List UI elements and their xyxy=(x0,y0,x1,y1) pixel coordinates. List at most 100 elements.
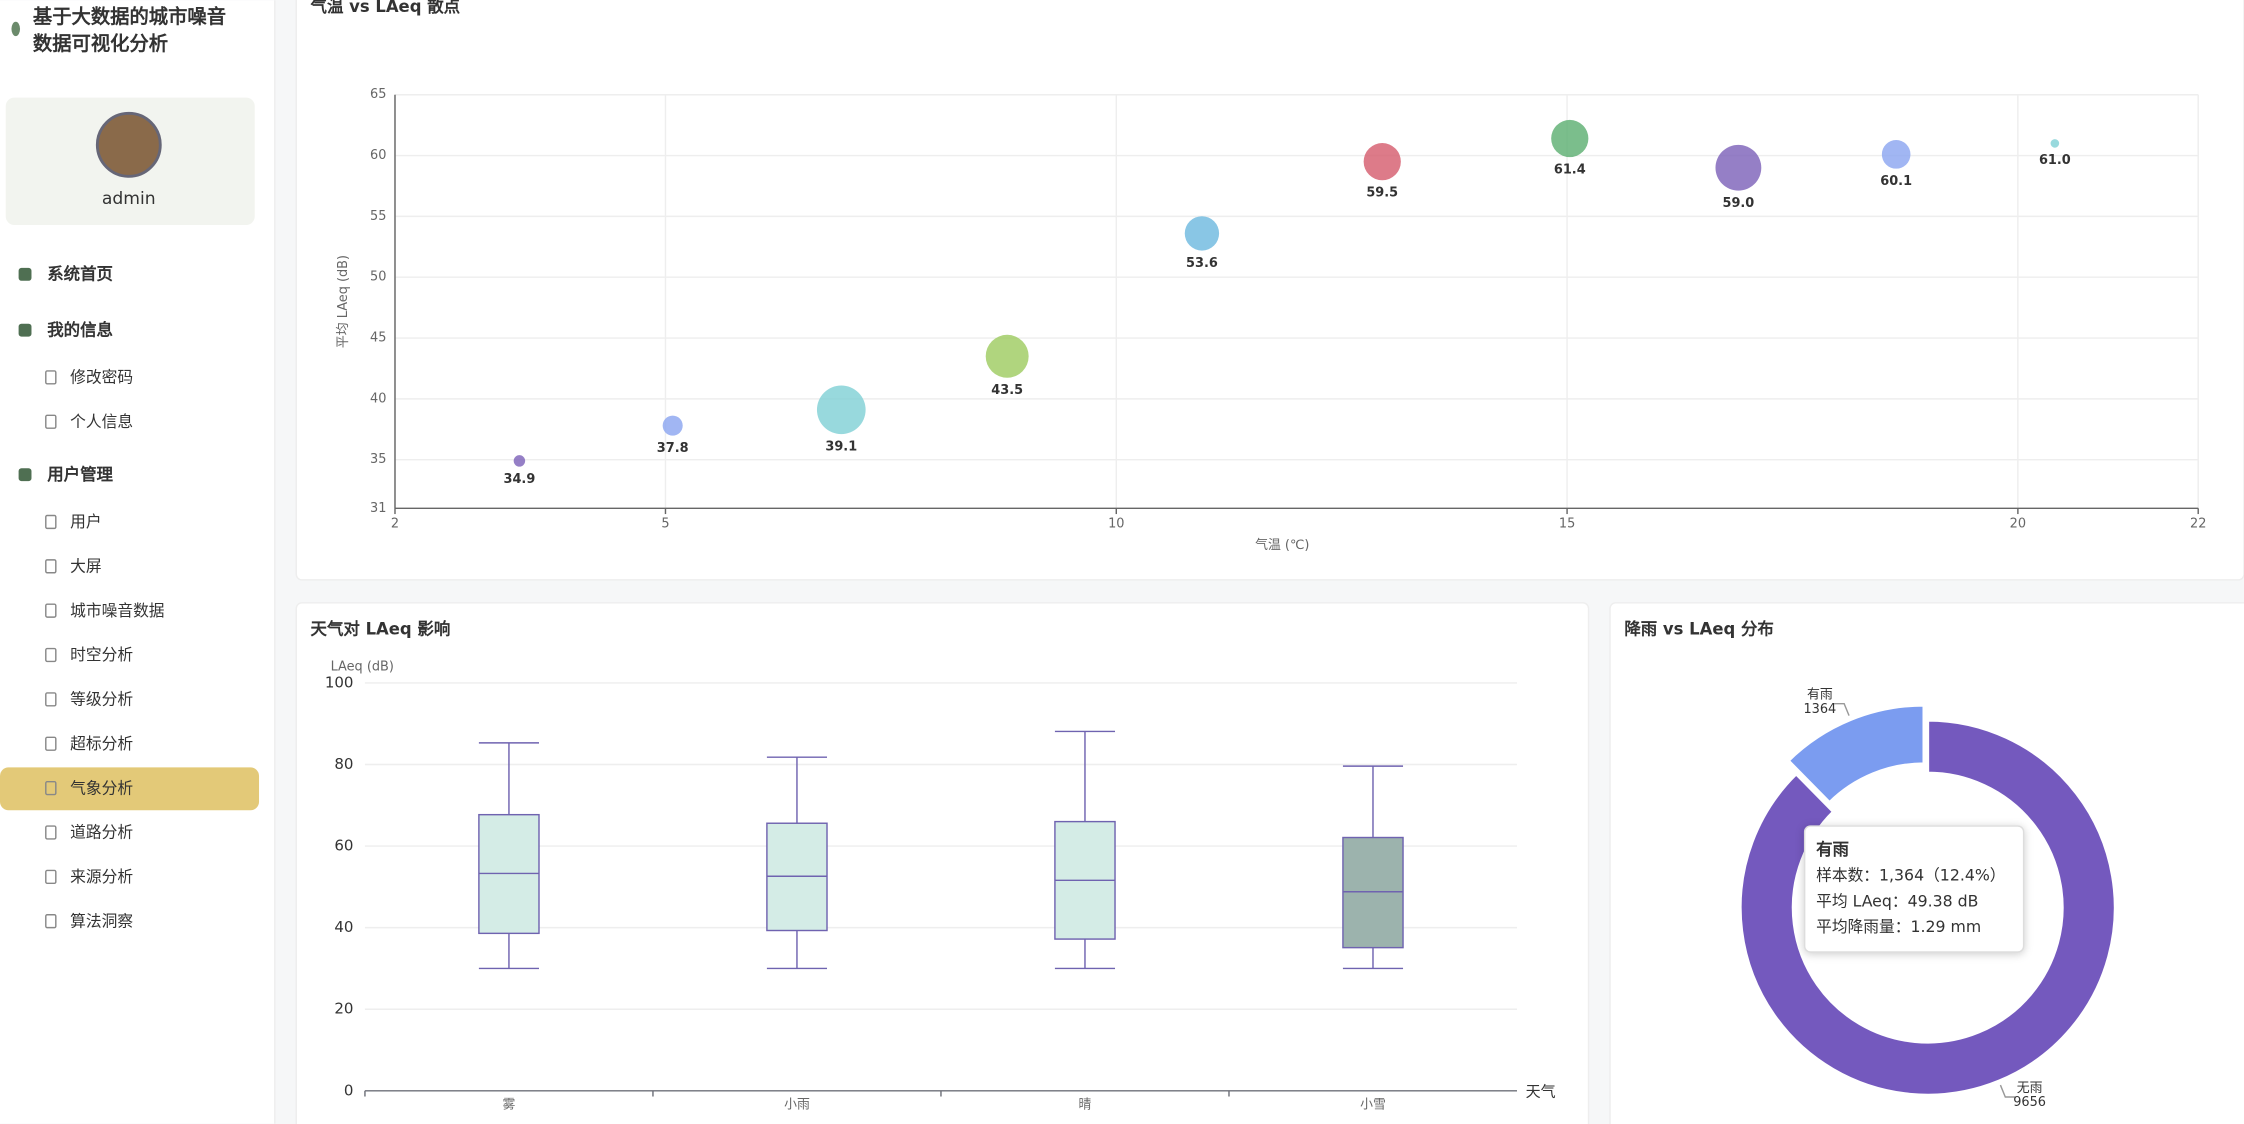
x-tick-label: 10 xyxy=(1108,517,1124,532)
submenu-item[interactable]: 道路分析 xyxy=(70,823,133,842)
submenu-item[interactable]: 等级分析 xyxy=(70,690,133,709)
bubble[interactable] xyxy=(1551,119,1589,158)
user-name: admin xyxy=(102,189,156,209)
x-tick-label: 晴 xyxy=(1079,1098,1092,1113)
submenu-icon xyxy=(45,914,57,929)
bubble[interactable] xyxy=(2050,139,2060,148)
x-tick-label: 2 xyxy=(391,517,399,532)
submenu-icon xyxy=(45,514,57,530)
tooltip-line: 样本数：1,364（12.4%） xyxy=(1816,866,2005,885)
y-tick-label: 65 xyxy=(370,87,386,102)
box[interactable] xyxy=(1342,836,1404,949)
menu-item[interactable]: 用户管理 xyxy=(47,465,113,484)
y-tick-label: 60 xyxy=(334,837,353,855)
y-tick-label: 40 xyxy=(334,918,353,936)
submenu-item[interactable]: 修改密码 xyxy=(70,368,133,387)
submenu-item[interactable]: 城市噪音数据 xyxy=(70,601,165,620)
data-label: 39.1 xyxy=(825,440,857,455)
x-axis-label: 天气 xyxy=(1526,1083,1556,1101)
submenu-icon xyxy=(45,692,57,707)
y-axis-label: 平均 LAeq (dB) xyxy=(336,255,351,348)
data-label: 60.1 xyxy=(1880,174,1912,189)
y-tick-label: 35 xyxy=(370,452,386,467)
x-tick-label: 雾 xyxy=(502,1098,515,1113)
submenu-icon xyxy=(45,736,57,751)
data-label: 43.5 xyxy=(991,383,1023,398)
submenu-icon xyxy=(45,603,57,618)
x-tick-label: 小雪 xyxy=(1360,1098,1386,1113)
submenu-item[interactable]: 超标分析 xyxy=(70,734,133,753)
x-axis-label: 气温 (℃) xyxy=(1255,537,1309,553)
data-label: 59.5 xyxy=(1366,186,1398,201)
pie-slice[interactable] xyxy=(1786,703,1926,805)
submenu-icon xyxy=(45,647,57,663)
submenu-icon xyxy=(45,825,57,840)
logo xyxy=(11,21,21,37)
menu-icon xyxy=(18,267,32,281)
menu-icon xyxy=(18,468,32,482)
pie-slice[interactable] xyxy=(1738,718,2117,1097)
x-tick-label: 22 xyxy=(2190,517,2206,532)
submenu-item[interactable]: 时空分析 xyxy=(70,645,133,664)
data-label: 61.0 xyxy=(2039,153,2071,168)
pie-label: 有雨 xyxy=(1807,688,1833,703)
tooltip xyxy=(1803,825,2025,953)
pie-value: 1364 xyxy=(1803,702,1836,717)
submenu-icon xyxy=(45,414,57,429)
bubble[interactable] xyxy=(1715,144,1762,191)
card-scatter xyxy=(295,0,2244,581)
chart-title: 降雨 vs LAeq 分布 xyxy=(1624,619,1774,638)
pie-label: 无雨 xyxy=(2017,1081,2043,1096)
y-tick-label: 40 xyxy=(370,391,386,406)
x-tick-label: 5 xyxy=(661,517,669,532)
bubble[interactable] xyxy=(816,385,866,435)
y-tick-label: 20 xyxy=(334,1000,353,1018)
card-box xyxy=(295,602,1590,1124)
data-label: 61.4 xyxy=(1554,163,1586,178)
bubble[interactable] xyxy=(1881,140,1911,169)
y-tick-label: 55 xyxy=(370,209,386,224)
pie-value: 9656 xyxy=(2013,1095,2046,1110)
bubble[interactable] xyxy=(985,334,1029,378)
menu-icon xyxy=(18,323,32,337)
y-tick-label: 60 xyxy=(370,148,386,163)
chart-title: 天气对 LAeq 影响 xyxy=(311,619,451,638)
submenu-icon xyxy=(45,780,57,796)
y-axis-label: LAeq (dB) xyxy=(331,660,394,675)
bubble[interactable] xyxy=(662,415,683,436)
label-line xyxy=(1834,702,1850,716)
data-label: 34.9 xyxy=(504,472,536,487)
bubble[interactable] xyxy=(513,455,526,467)
menu-item[interactable]: 系统首页 xyxy=(47,265,113,284)
submenu-item[interactable]: 来源分析 xyxy=(70,867,133,886)
menu-active xyxy=(0,767,260,811)
data-label: 53.6 xyxy=(1186,256,1218,271)
data-label: 37.8 xyxy=(657,441,689,456)
tooltip-line: 平均降雨量：1.29 mm xyxy=(1816,917,1981,936)
data-label: 59.0 xyxy=(1722,196,1754,211)
y-tick-label: 45 xyxy=(370,331,386,346)
tooltip-title: 有雨 xyxy=(1816,840,1849,859)
x-tick-label: 小雨 xyxy=(784,1098,810,1113)
submenu-icon xyxy=(45,559,57,574)
submenu-icon xyxy=(45,869,57,885)
submenu-item[interactable]: 气象分析 xyxy=(70,778,133,797)
y-tick-label: 31 xyxy=(370,501,386,516)
submenu-item[interactable]: 算法洞察 xyxy=(70,911,133,930)
avatar[interactable] xyxy=(95,111,162,178)
bubble[interactable] xyxy=(1363,143,1401,181)
menu-item[interactable]: 我的信息 xyxy=(47,320,113,339)
bubble[interactable] xyxy=(1184,216,1220,251)
y-tick-label: 100 xyxy=(325,673,354,691)
submenu-icon xyxy=(45,370,57,385)
submenu-item[interactable]: 大屏 xyxy=(70,557,101,576)
x-tick-label: 15 xyxy=(1559,517,1575,532)
tooltip-line: 平均 LAeq：49.38 dB xyxy=(1816,891,1978,910)
submenu-item[interactable]: 个人信息 xyxy=(70,412,133,431)
chart-title: 气温 vs LAeq 散点 xyxy=(310,0,461,16)
label-line xyxy=(1999,1084,2016,1098)
app-title: 数据可视化分析 xyxy=(33,32,168,55)
submenu-item[interactable]: 用户 xyxy=(70,512,101,531)
